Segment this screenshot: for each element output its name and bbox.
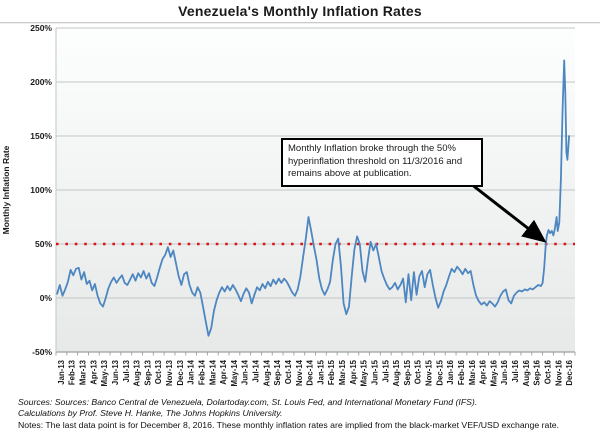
annotation-line-3: remains above at publication.: [288, 168, 412, 180]
sources-line-2: Calculations by Prof. Steve H. Hanke, Th…: [18, 408, 283, 419]
x-axis-label: Sep-15: [403, 359, 412, 385]
x-axis-label: May-15: [360, 359, 369, 386]
x-axis-label: Apr-15: [349, 359, 358, 384]
x-axis-label: Jul-13: [122, 359, 131, 382]
x-axis-label: Oct-14: [284, 359, 293, 384]
y-axis-label: 250%: [30, 24, 52, 33]
chart-title: Venezuela's Monthly Inflation Rates: [178, 3, 422, 19]
x-axis-label: Jun-16: [500, 359, 509, 385]
x-axis-label: Oct-15: [414, 359, 423, 384]
y-axis-label: 150%: [30, 131, 52, 141]
x-axis-label: May-14: [230, 359, 239, 386]
annotation-callout: Monthly Inflation broke through the 50% …: [281, 138, 483, 187]
title-underline: [0, 22, 600, 24]
x-axis-label: Apr-16: [479, 359, 488, 384]
x-axis-label: Nov-16: [554, 359, 563, 386]
x-axis-label: Mar-14: [208, 359, 217, 385]
x-axis-label: Jun-15: [370, 359, 379, 385]
x-axis-label: Aug-15: [392, 359, 401, 386]
x-axis-label: Jan-13: [57, 359, 66, 384]
x-axis-label: Mar-16: [468, 359, 477, 385]
x-axis-label: Apr-13: [89, 359, 98, 384]
annotation-line-2: hyperinflation threshold on 11/3/2016 an…: [288, 155, 463, 167]
x-axis-label: Nov-14: [295, 359, 304, 386]
y-axis-label: 200%: [30, 77, 52, 87]
y-axis-label: 0%: [40, 293, 53, 303]
x-axis-label: Sep-16: [533, 359, 542, 385]
x-axis-label: Nov-15: [425, 359, 434, 386]
x-axis-label: Feb-16: [457, 359, 466, 385]
annotation-line-1: Monthly Inflation broke through the 50%: [288, 143, 456, 154]
x-axis-label: Aug-13: [133, 359, 142, 386]
sources-line-1: Sources: Sources: Banco Central de Venez…: [18, 397, 478, 407]
x-axis-label: Jul-14: [252, 359, 261, 382]
x-axis-label: Apr-14: [219, 359, 228, 384]
x-axis-label: Aug-16: [522, 359, 531, 386]
x-axis-label: Dec-16: [565, 359, 574, 385]
x-axis-label: Oct-16: [543, 359, 552, 384]
x-axis-label: Mar-13: [79, 359, 88, 385]
y-axis-title: Monthly Inflation Rate: [1, 145, 11, 234]
x-axis-label: Jan-14: [187, 359, 196, 384]
x-axis-label: May-13: [100, 359, 109, 386]
x-axis-label: Jul-15: [381, 359, 390, 382]
y-axis-label: 100%: [30, 185, 52, 195]
footer-notes: Sources: Sources: Banco Central de Venez…: [18, 397, 596, 431]
x-axis-label: Sep-14: [273, 359, 282, 385]
annotation-arrow: [470, 182, 547, 243]
y-axis-label: 50%: [35, 239, 52, 249]
x-axis-label: Feb-15: [327, 359, 336, 385]
y-axis-label: -50%: [32, 347, 52, 357]
x-axis-label: Jun-13: [111, 359, 120, 385]
x-axis-label: Dec-15: [435, 359, 444, 385]
x-axis-label: May-16: [489, 359, 498, 386]
x-axis-label: Dec-14: [306, 359, 315, 385]
inflation-line: [56, 59, 570, 337]
inflation-chart-canvas: Jan-13 Feb-13 Mar-13 Apr-13 May-13 Jun-13 Jul-…: [1, 24, 576, 386]
x-axis-label: Jan-16: [446, 359, 455, 384]
x-axis-label: Nov-13: [165, 359, 174, 386]
notes-line: Notes: The last data point is for Decemb…: [18, 419, 559, 430]
x-axis-label: Dec-13: [176, 359, 185, 385]
x-axis-label: Aug-14: [262, 359, 271, 386]
x-axis-label: Feb-14: [197, 359, 206, 385]
x-axis-label: Feb-13: [68, 359, 77, 385]
x-axis-label: Sep-13: [143, 359, 152, 385]
x-axis-label: Jun-14: [241, 359, 250, 385]
x-axis-label: Jul-16: [511, 359, 520, 382]
x-axis-label: Mar-15: [338, 359, 347, 385]
x-axis-label: Jan-15: [316, 359, 325, 384]
x-axis-label: Oct-13: [154, 359, 163, 384]
